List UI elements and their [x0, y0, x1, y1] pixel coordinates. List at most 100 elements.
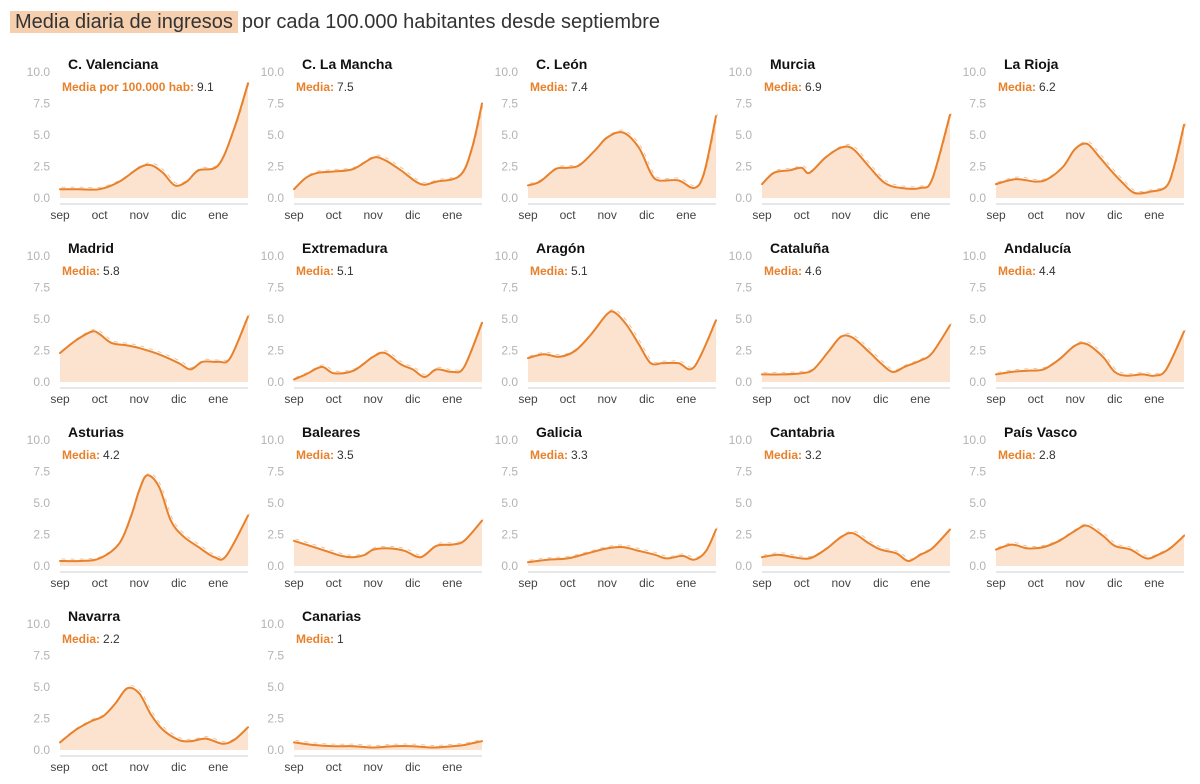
media-label-row: Media: 5.1	[296, 264, 354, 278]
x-tick-label: ene	[1144, 576, 1164, 590]
x-tick-label: nov	[363, 760, 382, 774]
media-label: Media por 100.000 hab:	[62, 80, 194, 94]
media-label-row: Media: 7.5	[296, 80, 354, 94]
x-tick-label: sep	[752, 392, 772, 406]
y-tick-label: 10.0	[963, 433, 987, 447]
y-tick-label: 7.5	[969, 97, 986, 111]
area-fill	[996, 124, 1184, 198]
y-tick-label: 2.5	[267, 160, 284, 174]
area-fill	[762, 114, 950, 198]
chart-title: Media diaria de ingresos por cada 100.000…	[10, 8, 660, 36]
daily-trace	[529, 113, 718, 187]
x-tick-label: nov	[363, 392, 382, 406]
y-tick-label: 2.5	[33, 712, 50, 726]
y-tick-label: 10.0	[27, 617, 51, 631]
area-fill	[528, 116, 716, 198]
y-tick-label: 0.0	[501, 191, 518, 205]
x-tick-label: dic	[171, 208, 186, 222]
y-tick-label: 7.5	[267, 649, 284, 663]
x-tick-label: ene	[1144, 392, 1164, 406]
x-tick-label: oct	[794, 208, 811, 222]
daily-trace	[61, 81, 250, 189]
y-tick-label: 10.0	[261, 249, 285, 263]
y-tick-label: 5.0	[267, 680, 284, 694]
y-tick-label: 2.5	[735, 344, 752, 358]
x-tick-label: oct	[794, 576, 811, 590]
x-tick-label: nov	[831, 208, 850, 222]
y-tick-label: 2.5	[501, 160, 518, 174]
chart-title-highlight: Media diaria de ingresos	[10, 11, 238, 33]
x-tick-label: dic	[1107, 208, 1122, 222]
media-label: Media:	[764, 264, 802, 278]
media-value: 1	[337, 632, 344, 646]
media-value: 5.1	[571, 264, 588, 278]
x-tick-label: nov	[1065, 208, 1084, 222]
x-tick-label: dic	[639, 576, 654, 590]
x-tick-label: sep	[284, 760, 304, 774]
x-tick-label: nov	[1065, 392, 1084, 406]
x-tick-label: dic	[873, 576, 888, 590]
media-value: 7.5	[337, 80, 354, 94]
x-tick-label: oct	[560, 576, 577, 590]
y-tick-label: 10.0	[729, 249, 753, 263]
x-tick-label: oct	[326, 760, 343, 774]
y-tick-label: 5.0	[33, 128, 50, 142]
y-tick-label: 7.5	[501, 281, 518, 295]
x-tick-label: sep	[50, 760, 70, 774]
y-tick-label: 0.0	[969, 559, 986, 573]
y-tick-label: 5.0	[501, 496, 518, 510]
area-fill	[528, 311, 716, 382]
y-tick-label: 10.0	[261, 617, 285, 631]
x-tick-label: dic	[405, 208, 420, 222]
area-fill	[60, 316, 248, 382]
y-tick-label: 0.0	[735, 191, 752, 205]
media-label: Media:	[998, 264, 1036, 278]
y-tick-label: 5.0	[267, 128, 284, 142]
x-tick-label: sep	[50, 576, 70, 590]
area-fill	[996, 525, 1184, 566]
media-value: 9.1	[197, 80, 214, 94]
y-tick-label: 2.5	[267, 344, 284, 358]
media-value: 2.8	[1039, 448, 1056, 462]
y-tick-label: 0.0	[267, 743, 284, 757]
media-value: 5.1	[337, 264, 354, 278]
y-tick-label: 0.0	[969, 191, 986, 205]
series-line	[527, 310, 717, 371]
x-tick-label: oct	[794, 392, 811, 406]
media-value: 4.6	[805, 264, 822, 278]
media-label: Media:	[764, 448, 802, 462]
media-label-row: Media: 6.9	[764, 80, 822, 94]
series-line	[995, 123, 1185, 195]
x-tick-label: oct	[92, 392, 109, 406]
y-tick-label: 2.5	[33, 528, 50, 542]
panel-title: C. Valenciana	[68, 56, 158, 72]
y-tick-label: 0.0	[735, 559, 752, 573]
x-tick-label: oct	[92, 208, 109, 222]
y-tick-label: 2.5	[33, 344, 50, 358]
y-tick-label: 10.0	[729, 65, 753, 79]
media-label-row: Media: 6.2	[998, 80, 1056, 94]
series-line	[995, 524, 1185, 560]
x-tick-label: dic	[873, 208, 888, 222]
y-tick-label: 10.0	[495, 65, 519, 79]
daily-trace	[61, 314, 250, 368]
x-tick-label: ene	[676, 208, 696, 222]
daily-trace	[61, 472, 250, 560]
media-label: Media:	[530, 264, 568, 278]
media-label: Media:	[530, 448, 568, 462]
y-tick-label: 7.5	[501, 465, 518, 479]
series-line	[761, 528, 951, 562]
series-line	[527, 115, 717, 189]
media-label: Media:	[296, 632, 334, 646]
x-tick-label: oct	[1028, 208, 1045, 222]
